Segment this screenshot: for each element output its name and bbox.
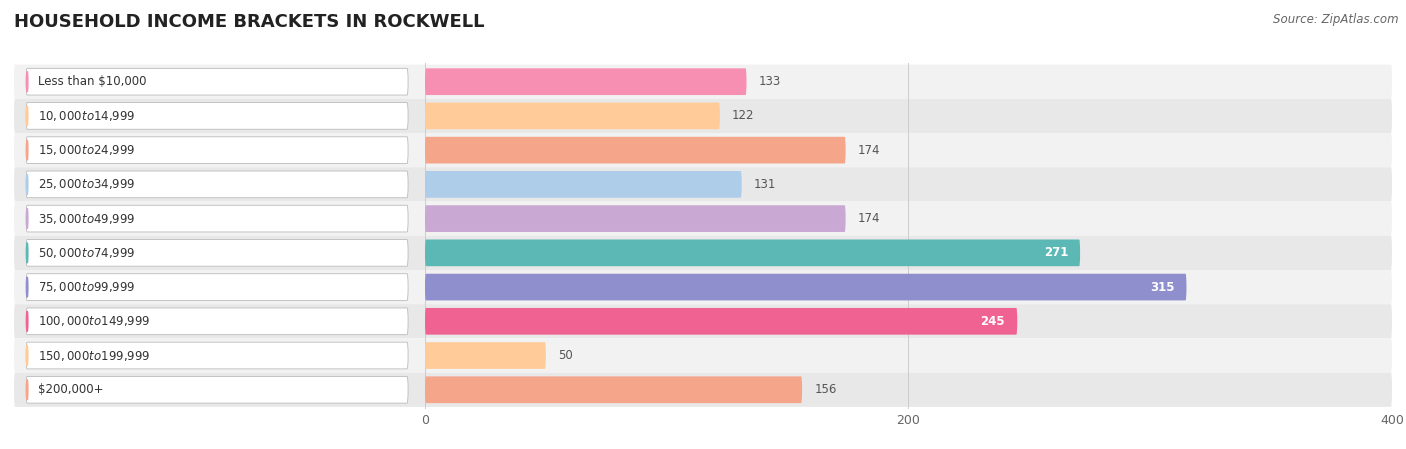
FancyBboxPatch shape bbox=[14, 133, 1392, 167]
FancyBboxPatch shape bbox=[14, 339, 1392, 373]
Text: $35,000 to $49,999: $35,000 to $49,999 bbox=[38, 211, 135, 225]
Text: 245: 245 bbox=[980, 315, 1005, 328]
FancyBboxPatch shape bbox=[27, 274, 408, 300]
FancyBboxPatch shape bbox=[27, 239, 408, 266]
Text: $25,000 to $34,999: $25,000 to $34,999 bbox=[38, 177, 135, 191]
Text: 133: 133 bbox=[759, 75, 780, 88]
FancyBboxPatch shape bbox=[27, 342, 408, 369]
Text: 122: 122 bbox=[733, 110, 755, 123]
Circle shape bbox=[27, 106, 28, 126]
Text: $150,000 to $199,999: $150,000 to $199,999 bbox=[38, 348, 150, 362]
Text: $100,000 to $149,999: $100,000 to $149,999 bbox=[38, 314, 150, 328]
Circle shape bbox=[27, 174, 28, 194]
FancyBboxPatch shape bbox=[425, 102, 720, 129]
FancyBboxPatch shape bbox=[27, 205, 408, 232]
FancyBboxPatch shape bbox=[14, 202, 1392, 236]
FancyBboxPatch shape bbox=[14, 167, 1392, 202]
Text: 50: 50 bbox=[558, 349, 572, 362]
FancyBboxPatch shape bbox=[14, 270, 1392, 304]
Text: $15,000 to $24,999: $15,000 to $24,999 bbox=[38, 143, 135, 157]
FancyBboxPatch shape bbox=[27, 308, 408, 335]
Text: 315: 315 bbox=[1150, 281, 1174, 294]
Circle shape bbox=[27, 208, 28, 229]
Circle shape bbox=[27, 379, 28, 400]
FancyBboxPatch shape bbox=[14, 304, 1392, 339]
FancyBboxPatch shape bbox=[425, 239, 1080, 266]
Text: Less than $10,000: Less than $10,000 bbox=[38, 75, 146, 88]
FancyBboxPatch shape bbox=[14, 236, 1392, 270]
FancyBboxPatch shape bbox=[425, 308, 1018, 335]
Text: 271: 271 bbox=[1043, 247, 1069, 260]
FancyBboxPatch shape bbox=[27, 68, 408, 95]
FancyBboxPatch shape bbox=[14, 65, 1392, 99]
FancyBboxPatch shape bbox=[27, 137, 408, 163]
Text: Source: ZipAtlas.com: Source: ZipAtlas.com bbox=[1274, 13, 1399, 26]
Text: 156: 156 bbox=[814, 383, 837, 396]
Text: $50,000 to $74,999: $50,000 to $74,999 bbox=[38, 246, 135, 260]
FancyBboxPatch shape bbox=[425, 205, 845, 232]
Circle shape bbox=[27, 345, 28, 365]
Text: 131: 131 bbox=[754, 178, 776, 191]
FancyBboxPatch shape bbox=[425, 137, 845, 163]
FancyBboxPatch shape bbox=[14, 373, 1392, 407]
Circle shape bbox=[27, 277, 28, 297]
FancyBboxPatch shape bbox=[425, 274, 1187, 300]
Text: 174: 174 bbox=[858, 144, 880, 157]
Circle shape bbox=[27, 71, 28, 92]
FancyBboxPatch shape bbox=[425, 68, 747, 95]
Text: HOUSEHOLD INCOME BRACKETS IN ROCKWELL: HOUSEHOLD INCOME BRACKETS IN ROCKWELL bbox=[14, 13, 485, 31]
Circle shape bbox=[27, 243, 28, 263]
Circle shape bbox=[27, 311, 28, 331]
FancyBboxPatch shape bbox=[425, 342, 546, 369]
Text: 174: 174 bbox=[858, 212, 880, 225]
Text: $10,000 to $14,999: $10,000 to $14,999 bbox=[38, 109, 135, 123]
FancyBboxPatch shape bbox=[425, 376, 801, 403]
FancyBboxPatch shape bbox=[27, 102, 408, 129]
Text: $200,000+: $200,000+ bbox=[38, 383, 103, 396]
FancyBboxPatch shape bbox=[14, 99, 1392, 133]
Text: $75,000 to $99,999: $75,000 to $99,999 bbox=[38, 280, 135, 294]
FancyBboxPatch shape bbox=[27, 171, 408, 198]
Circle shape bbox=[27, 140, 28, 160]
FancyBboxPatch shape bbox=[27, 376, 408, 403]
FancyBboxPatch shape bbox=[425, 171, 742, 198]
